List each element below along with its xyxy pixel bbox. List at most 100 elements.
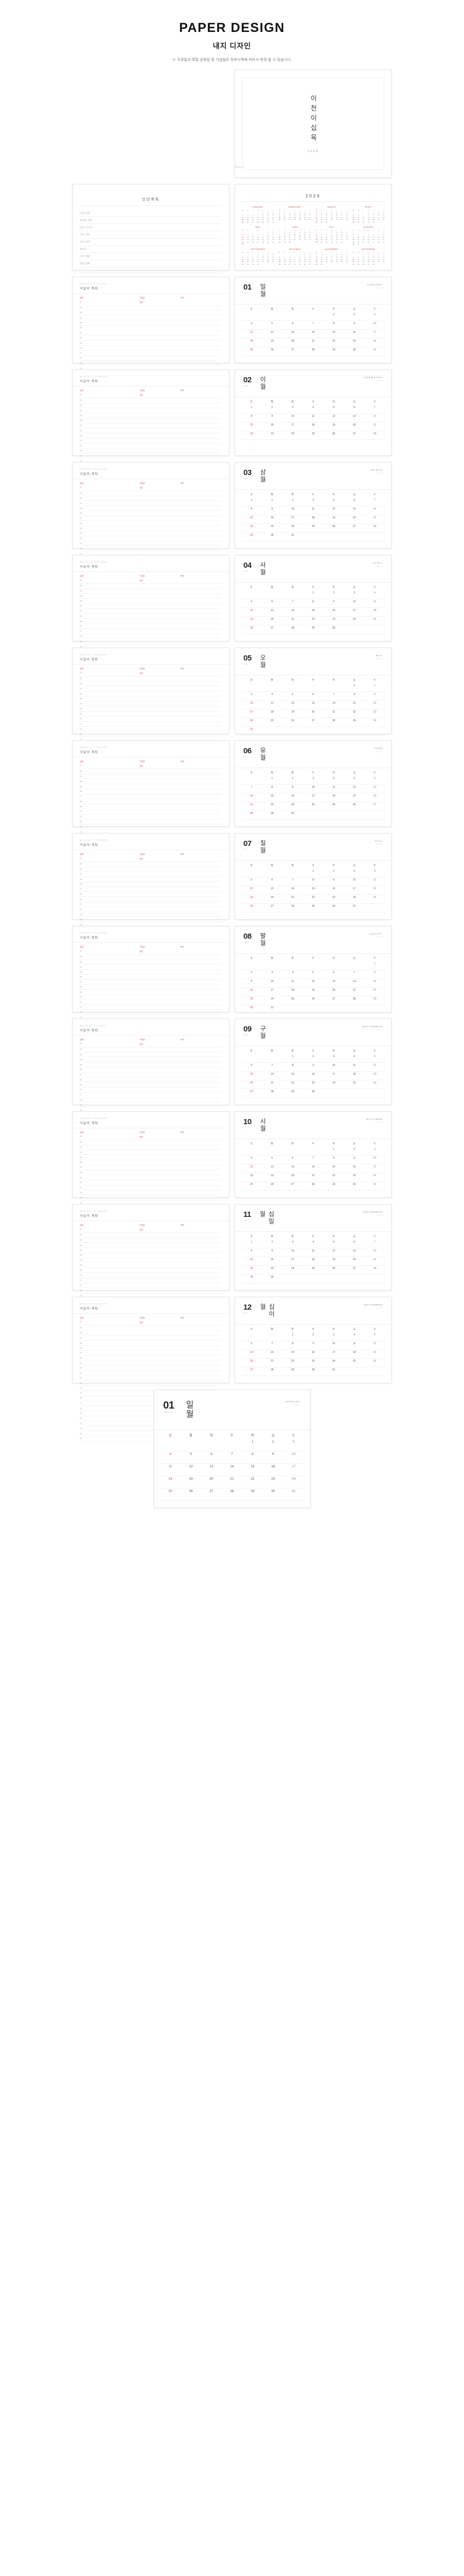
calendar-day-cell[interactable]: 22 xyxy=(323,1173,344,1182)
list-cell-memo[interactable] xyxy=(180,765,222,767)
table-row[interactable]: 06 xyxy=(80,1346,222,1351)
list-cell-memo[interactable] xyxy=(180,1327,222,1329)
list-cell-memo[interactable] xyxy=(180,1089,222,1091)
calendar-day-cell[interactable]: 19 xyxy=(323,422,344,431)
table-row[interactable]: 07 xyxy=(80,1073,222,1078)
calendar-day-cell[interactable]: 8 xyxy=(303,599,324,608)
calendar-day-cell[interactable]: 21 xyxy=(364,1257,385,1266)
calendar-day-cell[interactable]: 22 xyxy=(261,802,283,811)
calendar-day-cell[interactable]: 20 xyxy=(344,515,365,524)
table-row[interactable]: 13 xyxy=(80,1010,222,1015)
list-cell-memo[interactable] xyxy=(180,1187,222,1189)
calendar-day-cell[interactable]: 11 xyxy=(241,330,262,338)
table-row[interactable]: 02 xyxy=(80,306,222,311)
list-cell-memo[interactable] xyxy=(180,507,222,510)
calendar-day-cell[interactable]: 2 xyxy=(261,1240,283,1248)
calendar-day-cell[interactable]: 2 xyxy=(261,405,283,414)
list-cell-memo[interactable] xyxy=(180,873,222,875)
calendar-day-cell[interactable]: 1 xyxy=(344,683,365,692)
calendar-day-cell[interactable]: 9 xyxy=(323,877,344,886)
calendar-day-cell[interactable]: 29 xyxy=(323,1182,344,1191)
list-cell-memo[interactable] xyxy=(180,1249,222,1251)
calendar-day-cell[interactable]: 21 xyxy=(282,895,303,904)
calendar-day-cell[interactable]: 11 xyxy=(323,785,344,793)
list-cell-memo[interactable] xyxy=(180,1054,222,1056)
calendar-day-cell[interactable]: 23 xyxy=(262,1476,284,1488)
table-row[interactable]: 01 신정 xyxy=(80,764,222,769)
table-row[interactable]: 01 신정 xyxy=(80,300,222,306)
table-row[interactable]: 05 xyxy=(80,599,222,604)
calendar-day-cell[interactable]: 30 xyxy=(364,718,385,727)
calendar-day-cell[interactable]: 28 xyxy=(261,1089,283,1098)
table-row[interactable]: 07 xyxy=(80,1165,222,1171)
list-cell-memo[interactable] xyxy=(180,322,222,324)
calendar-day-cell[interactable]: 7 xyxy=(344,970,365,979)
plan-row-value[interactable] xyxy=(128,241,222,244)
calendar-day-cell[interactable]: 11 xyxy=(364,599,385,608)
table-row[interactable]: 08 xyxy=(80,1355,222,1361)
list-cell-memo[interactable] xyxy=(180,816,222,818)
calendar-day-cell[interactable]: 3 xyxy=(344,590,365,599)
calendar-day-cell[interactable] xyxy=(282,1275,303,1283)
calendar-day-cell[interactable]: 20 xyxy=(282,338,303,347)
plan-row[interactable]: 가족 계획 xyxy=(80,231,222,239)
list-cell-memo[interactable] xyxy=(180,831,222,833)
list-cell-memo[interactable] xyxy=(180,1382,222,1384)
calendar-day-cell[interactable]: 14 xyxy=(282,886,303,895)
calendar-day-cell[interactable]: 7 xyxy=(261,1341,283,1350)
calendar-day-cell[interactable]: 27 xyxy=(344,1266,365,1275)
calendar-day-cell[interactable]: 2 xyxy=(344,312,365,321)
list-cell-memo[interactable] xyxy=(180,903,222,905)
list-cell-memo[interactable] xyxy=(180,1264,222,1266)
list-cell-memo[interactable] xyxy=(180,1079,222,1081)
list-cell-memo[interactable] xyxy=(180,868,222,870)
calendar-day-cell[interactable]: 19 xyxy=(241,895,262,904)
calendar-day-cell[interactable]: 11 xyxy=(344,1341,365,1350)
table-row[interactable]: 03 xyxy=(80,589,222,594)
calendar-day-cell[interactable]: 26 xyxy=(323,1266,344,1275)
calendar-day-cell[interactable]: 2 xyxy=(282,776,303,785)
table-row[interactable]: 11 xyxy=(80,1185,222,1191)
calendar-day-cell[interactable]: 14 xyxy=(222,1464,242,1476)
calendar-day-cell[interactable]: 13 xyxy=(282,330,303,338)
table-row[interactable]: 13 xyxy=(80,732,222,737)
table-row[interactable]: 02 xyxy=(80,491,222,496)
calendar-day-cell[interactable]: 20 xyxy=(201,1476,222,1488)
table-row[interactable]: 11 xyxy=(80,629,222,634)
list-cell-memo[interactable] xyxy=(180,1234,222,1236)
table-row[interactable]: 10 xyxy=(80,1273,222,1278)
calendar-day-cell[interactable]: 26 xyxy=(261,347,283,356)
calendar-day-cell[interactable]: 2 xyxy=(323,869,344,877)
calendar-day-cell[interactable] xyxy=(261,590,283,599)
list-cell-memo[interactable] xyxy=(180,826,222,828)
calendar-day-cell[interactable]: 13 xyxy=(261,886,283,895)
calendar-day-cell[interactable]: 7 xyxy=(303,1156,324,1164)
calendar-day-cell[interactable]: 20 xyxy=(323,988,344,996)
table-row[interactable]: 02 xyxy=(80,398,222,403)
list-cell-memo[interactable] xyxy=(180,806,222,808)
table-row[interactable]: 11 xyxy=(80,1000,222,1005)
table-row[interactable]: 05 xyxy=(80,413,222,418)
calendar-day-cell[interactable]: 29 xyxy=(261,811,283,820)
list-cell-memo[interactable] xyxy=(180,908,222,910)
list-cell-memo[interactable] xyxy=(180,1011,222,1013)
table-row[interactable]: 05 xyxy=(80,877,222,882)
calendar-day-cell[interactable]: 4 xyxy=(303,498,324,506)
calendar-day-cell[interactable]: 11 xyxy=(282,979,303,988)
calendar-day-cell[interactable] xyxy=(344,727,365,736)
calendar-day-cell[interactable]: 27 xyxy=(241,1089,262,1098)
list-cell-memo[interactable] xyxy=(180,1157,222,1159)
calendar-day-cell[interactable]: 23 xyxy=(261,524,283,533)
list-cell-memo[interactable] xyxy=(180,301,222,303)
table-row[interactable]: 07 xyxy=(80,1351,222,1356)
table-row[interactable]: 10 xyxy=(80,1088,222,1093)
calendar-day-cell[interactable]: 13 xyxy=(282,1164,303,1173)
calendar-day-cell[interactable]: 17 xyxy=(344,608,365,617)
calendar-day-cell[interactable] xyxy=(303,1147,324,1156)
list-cell-memo[interactable] xyxy=(180,986,222,988)
calendar-day-cell[interactable]: 10 xyxy=(323,1341,344,1350)
table-row[interactable]: 07 xyxy=(80,423,222,429)
list-cell-memo[interactable] xyxy=(180,1099,222,1101)
calendar-day-cell[interactable]: 17 xyxy=(364,1164,385,1173)
table-row[interactable]: 12 xyxy=(80,912,222,918)
